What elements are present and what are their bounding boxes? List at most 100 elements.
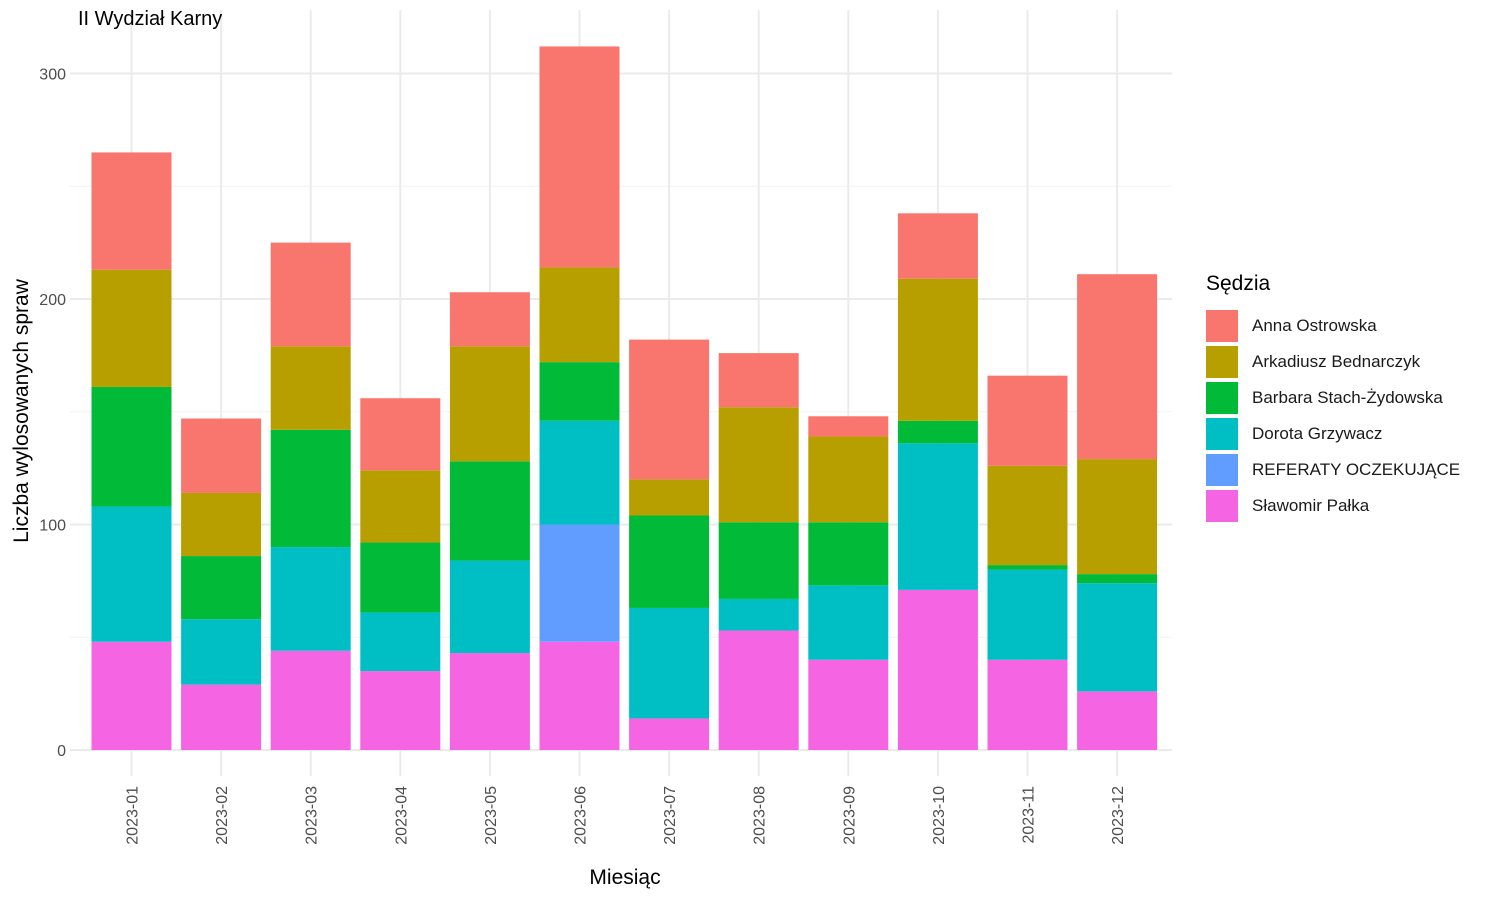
legend-item: Sławomir Pałka bbox=[1206, 488, 1460, 524]
bar-segment bbox=[360, 671, 441, 750]
x-axis-label: Miesiąc bbox=[589, 866, 661, 889]
bar-segment bbox=[897, 420, 978, 444]
bar-segment bbox=[181, 619, 262, 685]
x-tick-label: 2023-06 bbox=[573, 786, 590, 845]
bar-segment bbox=[539, 46, 620, 268]
legend-swatch bbox=[1206, 454, 1238, 486]
bar-segment bbox=[808, 659, 889, 750]
bar-segment bbox=[91, 641, 172, 750]
bar-segment bbox=[987, 465, 1068, 566]
x-tick-label: 2023-07 bbox=[662, 786, 679, 845]
bar-segment bbox=[629, 515, 710, 608]
x-tick-label: 2023-12 bbox=[1110, 786, 1127, 845]
legend-label: Sławomir Pałka bbox=[1252, 496, 1370, 515]
bar-segment bbox=[897, 589, 978, 750]
bar-segment bbox=[629, 479, 710, 516]
bar-segment bbox=[897, 443, 978, 590]
x-tick-label: 2023-02 bbox=[214, 786, 231, 845]
legend-label: REFERATY OCZEKUJĄCE bbox=[1252, 460, 1461, 479]
y-axis-label: Liczba wylosowanych spraw bbox=[10, 279, 33, 543]
chart-title: II Wydział Karny bbox=[78, 8, 223, 30]
legend-item: Dorota Grzywacz bbox=[1206, 416, 1460, 452]
bar-segment bbox=[808, 585, 889, 660]
legend-swatch bbox=[1206, 490, 1238, 522]
bar-segment bbox=[718, 353, 799, 408]
bar-segment bbox=[181, 684, 262, 750]
bar-segment bbox=[270, 429, 351, 548]
x-tick-label: 2023-11 bbox=[1021, 786, 1038, 844]
bar-segment bbox=[718, 630, 799, 750]
y-tick-label: 100 bbox=[39, 518, 66, 535]
legend-label: Anna Ostrowska bbox=[1252, 316, 1377, 335]
x-tick-labels: 2023-01 2023-02 2023-03 2023-04 2023-05 2023-… bbox=[125, 786, 1128, 845]
legend-item: Anna Ostrowska bbox=[1206, 308, 1460, 344]
bar-segment bbox=[1077, 583, 1158, 692]
y-tick-label: 200 bbox=[39, 292, 66, 309]
legend-label: Arkadiusz Bednarczyk bbox=[1252, 352, 1421, 371]
bar-segment bbox=[449, 560, 530, 654]
legend-item: REFERATY OCZEKUJĄCE bbox=[1206, 452, 1460, 488]
x-tick-label: 2023-09 bbox=[841, 786, 858, 845]
bar-segment bbox=[449, 461, 530, 561]
bar-segment bbox=[539, 524, 620, 642]
bar-segment bbox=[360, 612, 441, 672]
bar-segment bbox=[539, 267, 620, 363]
bar-segment bbox=[181, 556, 262, 620]
bar-segment bbox=[449, 653, 530, 750]
y-tick-label: 0 bbox=[57, 743, 66, 760]
x-tick-label: 2023-03 bbox=[304, 786, 321, 845]
bar-segment bbox=[539, 641, 620, 750]
x-tick-label: 2023-04 bbox=[393, 786, 410, 845]
bar-segment bbox=[897, 213, 978, 279]
legend-swatch bbox=[1206, 418, 1238, 450]
bar-segment bbox=[629, 339, 710, 480]
legend-items: Anna Ostrowska Arkadiusz Bednarczyk Barbar… bbox=[1206, 308, 1460, 524]
bar-segment bbox=[360, 542, 441, 613]
bar-segment bbox=[449, 346, 530, 462]
bar-segment bbox=[91, 386, 172, 507]
bar-segment bbox=[1077, 274, 1158, 460]
bar-segment bbox=[181, 492, 262, 557]
bar-segment bbox=[270, 650, 351, 750]
legend-title: Sędzia bbox=[1206, 272, 1271, 295]
bar-segment bbox=[808, 436, 889, 523]
bar-segment bbox=[808, 522, 889, 586]
legend-item: Arkadiusz Bednarczyk bbox=[1206, 344, 1460, 380]
legend-label: Dorota Grzywacz bbox=[1252, 424, 1383, 443]
x-tick-label: 2023-10 bbox=[931, 786, 948, 845]
legend-item: Barbara Stach-Żydowska bbox=[1206, 380, 1460, 416]
legend-swatch bbox=[1206, 346, 1238, 378]
bar-segment bbox=[91, 269, 172, 387]
bars bbox=[91, 46, 1158, 750]
bar-segment bbox=[987, 659, 1068, 750]
bar-segment bbox=[1077, 691, 1158, 750]
legend-swatch bbox=[1206, 310, 1238, 342]
bar-segment bbox=[91, 152, 172, 270]
bar-segment bbox=[897, 278, 978, 421]
bar-segment bbox=[987, 565, 1068, 570]
bar-segment bbox=[1077, 459, 1158, 575]
bar-segment bbox=[270, 242, 351, 347]
bar-segment bbox=[270, 547, 351, 651]
bar-segment bbox=[718, 598, 799, 631]
legend-swatch bbox=[1206, 382, 1238, 414]
y-tick-label: 300 bbox=[39, 67, 66, 84]
bar-segment bbox=[987, 569, 1068, 660]
bar-segment bbox=[449, 292, 530, 347]
bar-segment bbox=[360, 470, 441, 543]
y-tick-labels: 0 100 200 300 bbox=[39, 67, 66, 761]
bar-segment bbox=[629, 718, 710, 750]
bar-segment bbox=[718, 407, 799, 523]
x-tick-label: 2023-01 bbox=[125, 786, 142, 845]
bar-segment bbox=[1077, 574, 1158, 584]
x-tick-label: 2023-05 bbox=[483, 786, 500, 845]
bar-segment bbox=[539, 420, 620, 525]
bar-segment bbox=[808, 416, 889, 437]
bar-segment bbox=[629, 607, 710, 719]
bar-segment bbox=[270, 346, 351, 430]
bar-segment bbox=[360, 398, 441, 471]
bar-segment bbox=[987, 375, 1068, 466]
bar-segment bbox=[539, 362, 620, 421]
bar-segment bbox=[718, 522, 799, 599]
